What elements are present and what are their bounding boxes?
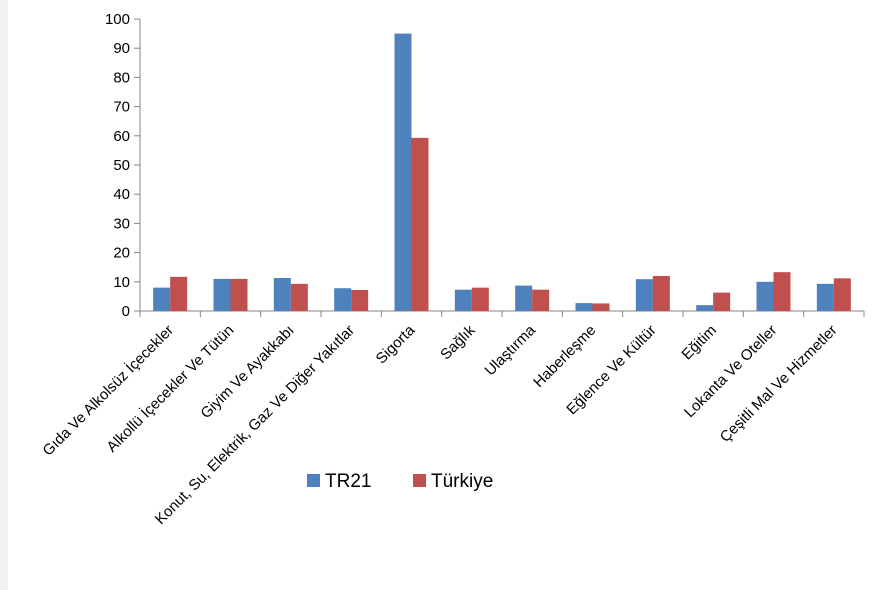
bar-turkiye — [833, 278, 851, 311]
y-tick-label: 10 — [113, 274, 130, 291]
bar-turkiye — [652, 275, 670, 311]
bar-tr21 — [696, 305, 714, 311]
x-tick-label: Sigorta — [373, 321, 419, 367]
bar-turkiye — [713, 292, 731, 311]
x-axis — [139, 310, 865, 317]
y-tick-label: 20 — [113, 245, 130, 262]
bar-tr21 — [213, 278, 231, 311]
legend-swatch-turkiye — [413, 474, 426, 487]
bar-turkiye — [471, 287, 489, 311]
x-tick-label: Alkollü İçecekler Ve Tütün — [103, 321, 238, 456]
bar-tr21 — [334, 288, 352, 311]
x-tick-label: Ulaştırma — [482, 321, 540, 379]
y-tick-label: 60 — [113, 128, 130, 145]
bar-tr21 — [273, 278, 291, 311]
bar-tr21 — [153, 287, 171, 311]
bar-tr21 — [575, 303, 593, 311]
y-tick-label: 0 — [122, 303, 130, 320]
bar-tr21 — [816, 283, 834, 311]
bar-turkiye — [592, 303, 610, 311]
bar-tr21 — [394, 33, 412, 311]
y-tick-label: 50 — [113, 157, 130, 174]
legend-label-tr21: TR21 — [325, 471, 371, 492]
x-tick-label: Çeşitli Mal Ve Hizmetler — [717, 322, 841, 446]
legend: TR21 Türkiye — [307, 471, 493, 492]
y-axis: 0 10 20 30 40 50 60 70 80 90 100 — [105, 11, 141, 320]
bar-turkiye — [532, 289, 550, 311]
bar-turkiye — [290, 283, 308, 311]
bar-tr21 — [635, 279, 653, 311]
x-tick-label: Eğitim — [678, 322, 719, 363]
bar-turkiye — [170, 276, 188, 311]
y-tick-label: 100 — [105, 11, 130, 28]
y-tick-label: 40 — [113, 186, 130, 203]
bar-turkiye — [411, 137, 429, 311]
y-tick-label: 90 — [113, 40, 130, 57]
y-tick-label: 30 — [113, 215, 130, 232]
bar-tr21 — [515, 285, 533, 311]
bar-tr21 — [454, 289, 472, 311]
bar-turkiye — [773, 272, 791, 311]
bar-tr21 — [756, 281, 774, 311]
y-tick-label: 70 — [113, 99, 130, 116]
x-tick-label: Sağlık — [437, 321, 479, 363]
legend-swatch-tr21 — [307, 474, 320, 487]
bar-turkiye — [351, 289, 369, 311]
y-tick-label: 80 — [113, 69, 130, 86]
bar-turkiye — [230, 278, 248, 311]
bars — [153, 33, 851, 311]
legend-label-turkiye: Türkiye — [431, 471, 493, 492]
left-border-strip — [0, 0, 8, 590]
